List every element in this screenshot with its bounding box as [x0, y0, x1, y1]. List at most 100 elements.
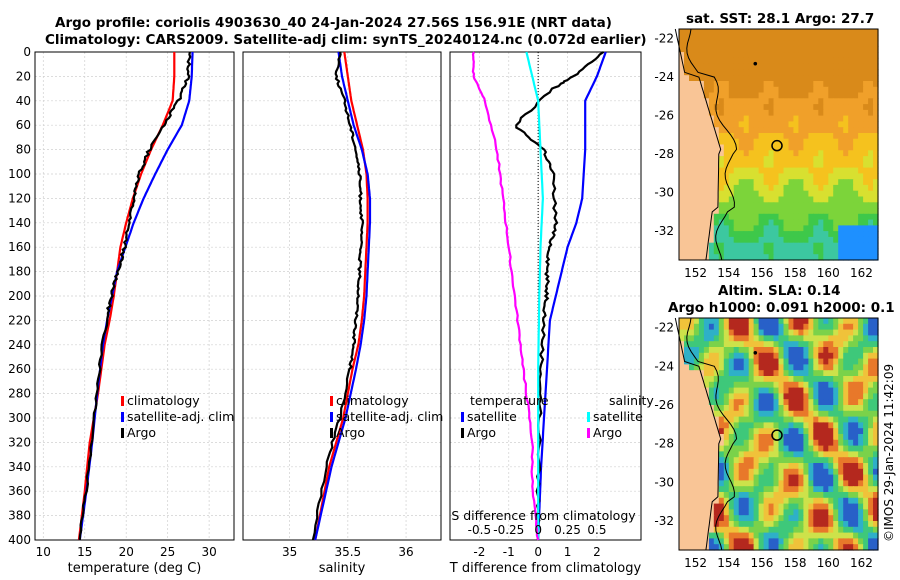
land-cell — [689, 474, 695, 481]
data-cell — [758, 225, 765, 232]
data-cell — [728, 381, 735, 389]
data-cell — [753, 492, 760, 499]
data-cell — [843, 138, 849, 146]
land-cell — [693, 393, 700, 400]
data-cell — [723, 104, 730, 111]
data-cell — [833, 480, 839, 487]
data-cell — [793, 323, 799, 331]
data-cell — [838, 439, 844, 447]
data-cell — [843, 225, 849, 232]
data-cell — [838, 115, 844, 122]
data-cell — [788, 381, 795, 389]
data-cell — [833, 428, 839, 435]
data-cell — [748, 416, 755, 423]
data-cell — [718, 492, 725, 499]
data-cell — [723, 480, 730, 487]
data-cell — [793, 156, 799, 163]
data-cell — [813, 133, 819, 140]
data-cell — [768, 497, 775, 505]
land-cell — [679, 387, 685, 394]
land-cell — [698, 196, 705, 203]
data-cell — [793, 463, 799, 470]
data-cell — [788, 399, 795, 406]
data-cell — [713, 335, 720, 342]
data-cell — [793, 341, 799, 348]
data-cell — [858, 434, 864, 441]
data-cell — [833, 445, 839, 452]
data-cell — [773, 184, 780, 192]
data-cell — [818, 92, 824, 99]
data-cell — [848, 422, 854, 429]
data-cell — [793, 57, 799, 65]
data-cell — [733, 179, 740, 186]
data-cell — [808, 242, 814, 250]
data-cell — [773, 196, 780, 203]
data-cell — [853, 213, 859, 221]
data-cell — [793, 335, 799, 342]
data-cell — [858, 156, 864, 163]
data-cell — [853, 381, 859, 389]
data-cell — [768, 236, 775, 244]
data-cell — [828, 434, 834, 441]
land-cell — [693, 526, 700, 534]
data-cell — [768, 34, 775, 42]
data-cell — [838, 98, 844, 105]
data-cell — [818, 515, 824, 522]
data-cell — [723, 538, 730, 545]
data-cell — [743, 387, 750, 394]
data-cell — [723, 150, 730, 157]
data-cell — [808, 515, 814, 522]
data-cell — [778, 451, 785, 458]
data-cell — [718, 75, 725, 82]
data-cell — [813, 416, 819, 423]
land-cell — [684, 503, 690, 510]
sla-lat-tick: -24 — [654, 359, 674, 373]
data-cell — [723, 236, 730, 244]
tdiff-axis-label: T difference from climatology — [449, 561, 642, 576]
data-cell — [833, 376, 839, 383]
data-cell — [858, 376, 864, 383]
land-cell — [708, 138, 715, 146]
data-cell — [788, 104, 795, 111]
data-cell — [793, 196, 799, 203]
series-salinity-Argo — [471, 51, 540, 541]
data-cell — [838, 173, 844, 180]
data-cell — [738, 75, 745, 82]
data-cell — [843, 544, 849, 551]
data-cell — [718, 358, 725, 365]
data-cell — [833, 173, 839, 180]
data-cell — [708, 63, 715, 71]
data-cell — [733, 81, 740, 88]
data-cell — [858, 133, 864, 140]
legend-salinity-satellite-marker — [587, 412, 590, 422]
data-cell — [748, 347, 755, 354]
data-cell — [684, 323, 690, 331]
data-cell — [873, 190, 879, 198]
data-cell — [723, 81, 730, 88]
data-cell — [723, 347, 730, 354]
data-cell — [738, 242, 745, 250]
data-cell — [808, 329, 814, 336]
data-cell — [828, 219, 834, 226]
temperature-x-tick: 10 — [36, 545, 51, 559]
data-cell — [853, 405, 859, 412]
data-cell — [728, 439, 735, 447]
data-cell — [733, 358, 740, 365]
depth-tick: 200 — [8, 289, 31, 303]
data-cell — [873, 544, 879, 551]
data-cell — [713, 410, 720, 418]
data-cell — [788, 184, 795, 192]
data-cell — [778, 236, 785, 244]
data-cell — [813, 399, 819, 406]
data-cell — [763, 104, 770, 111]
data-cell — [738, 439, 745, 447]
data-cell — [783, 161, 790, 169]
data-cell — [863, 161, 869, 169]
land-cell — [689, 208, 695, 215]
data-cell — [778, 86, 785, 94]
data-cell — [793, 329, 799, 336]
sla-lon-tick: 158 — [784, 556, 807, 570]
data-cell — [728, 57, 735, 65]
data-cell — [738, 40, 745, 47]
data-cell — [808, 323, 814, 331]
